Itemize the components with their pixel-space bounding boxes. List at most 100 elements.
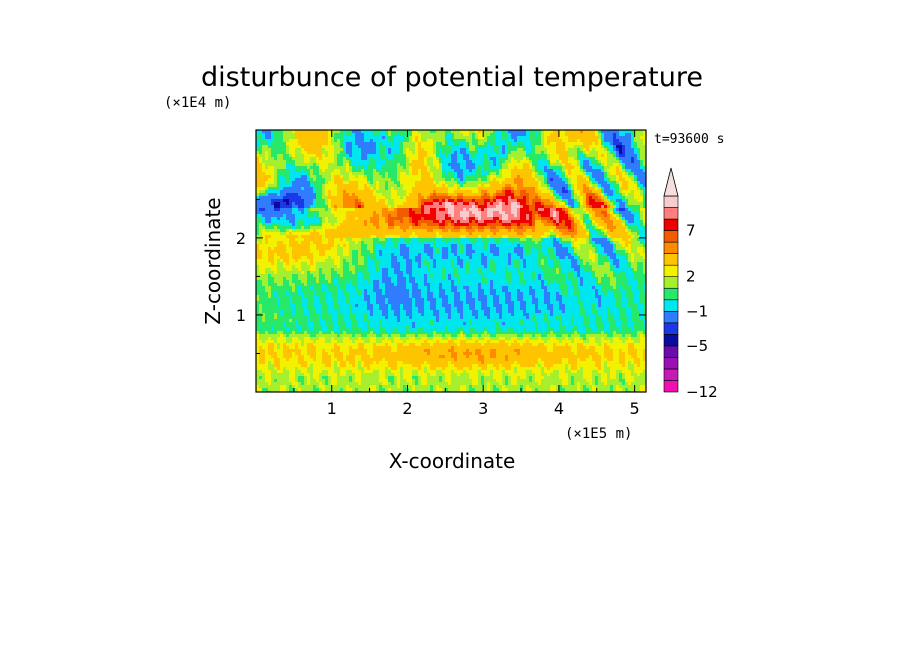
field-cell [382,241,386,245]
field-cell [493,142,497,146]
field-cell [466,139,470,143]
field-cell [565,226,569,230]
field-cell [421,184,425,188]
field-cell [604,151,608,155]
field-cell [622,175,626,179]
field-cell [487,172,491,176]
field-cell [451,211,455,215]
field-cell [349,193,353,197]
field-cell [364,169,368,173]
field-cell [412,223,416,227]
field-cell [394,208,398,212]
field-cell [460,232,464,236]
field-cell [268,130,272,134]
field-cell [526,169,530,173]
field-cell [616,151,620,155]
field-cell [478,190,482,194]
field-cell [316,208,320,212]
field-cell [634,235,638,239]
field-cell [538,178,542,182]
field-cell [490,241,494,245]
field-cell [598,169,602,173]
field-cell [586,175,590,179]
field-cell [589,187,593,191]
field-cell [577,232,581,236]
field-cell [367,160,371,164]
field-cell [316,241,320,245]
field-cell [388,181,392,185]
field-cell [355,241,359,245]
field-cell [448,211,452,215]
field-cell [595,208,599,212]
field-cell [541,193,545,197]
field-cell [268,193,272,197]
field-cell [442,205,446,209]
field-cell [454,133,458,137]
field-cell [271,205,275,209]
field-cell [502,232,506,236]
field-cell [325,154,329,158]
field-cell [469,226,473,230]
field-cell [541,220,545,224]
field-cell [310,139,314,143]
field-cell [628,175,632,179]
field-cell [265,154,269,158]
field-cell [274,211,278,215]
field-cell [343,169,347,173]
field-cell [520,175,524,179]
field-cell [610,151,614,155]
field-cell [535,187,539,191]
field-cell [433,181,437,185]
field-cell [607,142,611,146]
field-cell [508,145,512,149]
field-cell [616,205,620,209]
field-cell [280,139,284,143]
field-cell [376,217,380,221]
field-cell [496,184,500,188]
field-cell [427,223,431,227]
field-cell [640,172,644,176]
field-cell [499,187,503,191]
field-cell [268,232,272,236]
field-cell [511,229,515,233]
field-cell [439,178,443,182]
field-cell [484,181,488,185]
field-cell [448,214,452,218]
field-cell [397,181,401,185]
field-cell [331,235,335,239]
field-cell [499,208,503,212]
field-cell [334,202,338,206]
field-cell [331,211,335,215]
field-cell [472,196,476,200]
field-cell [259,145,263,149]
field-cell [478,196,482,200]
field-cell [382,223,386,227]
field-cell [610,223,614,227]
field-cell [475,217,479,221]
field-cell [496,238,500,242]
field-cell [535,223,539,227]
field-cell [499,211,503,215]
field-cell [643,160,646,164]
field-cell [310,163,314,167]
field-cell [394,217,398,221]
field-cell [601,130,605,134]
field-cell [589,229,593,233]
field-cell [265,196,269,200]
field-cell [292,229,296,233]
field-cell [265,166,269,170]
field-cell [442,214,446,218]
field-cell [373,151,377,155]
field-cell [292,142,296,146]
field-cell [454,220,458,224]
field-cell [271,217,275,221]
field-cell [292,160,296,164]
field-cell [271,214,275,218]
field-cell [580,208,584,212]
field-cell [622,181,626,185]
field-cell [295,136,299,140]
field-cell [637,217,641,221]
field-cell [520,142,524,146]
field-cell [343,232,347,236]
field-cell [478,235,482,239]
